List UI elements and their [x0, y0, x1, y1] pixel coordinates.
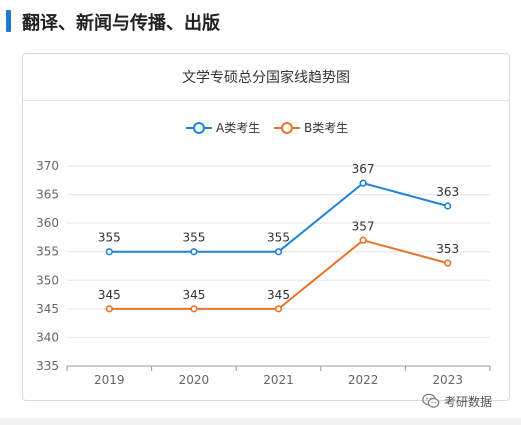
y-tick-label: 350 [36, 273, 59, 287]
y-tick-label: 365 [36, 188, 59, 202]
data-label: 345 [98, 288, 121, 302]
x-tick-label: 2019 [94, 373, 125, 387]
legend-label: A类考生 [216, 121, 260, 135]
chart-card: 文学专硕总分国家线趋势图 [22, 53, 510, 401]
data-point [190, 305, 198, 313]
data-point [444, 202, 452, 210]
chart-title: 文学专硕总分国家线趋势图 [182, 70, 350, 86]
page-bottom-strip [0, 418, 521, 425]
y-tick-label: 340 [36, 330, 59, 344]
data-point [274, 305, 283, 313]
y-tick-label: 355 [36, 245, 59, 259]
data-point [359, 236, 367, 244]
data-label: 355 [98, 231, 121, 245]
data-label: 355 [267, 231, 290, 245]
y-tick-label: 360 [36, 216, 59, 230]
watermark-text: 考研数据 [444, 394, 493, 409]
data-point [190, 248, 198, 256]
watermark: 考研数据 [422, 390, 492, 412]
section-title: 翻译、新闻与传播、出版 [22, 13, 220, 34]
data-label: 353 [436, 242, 459, 256]
x-tick-label: 2023 [432, 373, 463, 387]
data-point [105, 305, 113, 313]
y-tick-label: 345 [36, 302, 59, 316]
data-label: 345 [182, 288, 205, 302]
data-point [274, 248, 283, 256]
section-header: 翻译、新闻与传播、出版 [0, 0, 521, 44]
x-tick-label: 2020 [179, 373, 210, 387]
data-point [105, 248, 113, 256]
legend-marker [281, 122, 293, 134]
chart-card-header: 文学专硕总分国家线趋势图 [23, 54, 509, 101]
data-point [359, 179, 367, 187]
data-point [444, 259, 452, 267]
data-label: 363 [436, 185, 459, 199]
y-tick-label: 335 [36, 359, 59, 373]
x-tick-label: 2022 [348, 373, 379, 387]
data-label: 357 [352, 219, 375, 233]
data-label: 345 [267, 288, 290, 302]
data-label: 367 [352, 162, 375, 176]
data-label: 355 [182, 231, 205, 245]
x-tick-label: 2021 [263, 373, 294, 387]
y-tick-label: 370 [36, 159, 59, 173]
legend-marker [193, 122, 205, 134]
accent-bar [6, 10, 11, 32]
legend-label: B类考生 [304, 121, 348, 135]
wechat-icon [422, 393, 440, 408]
